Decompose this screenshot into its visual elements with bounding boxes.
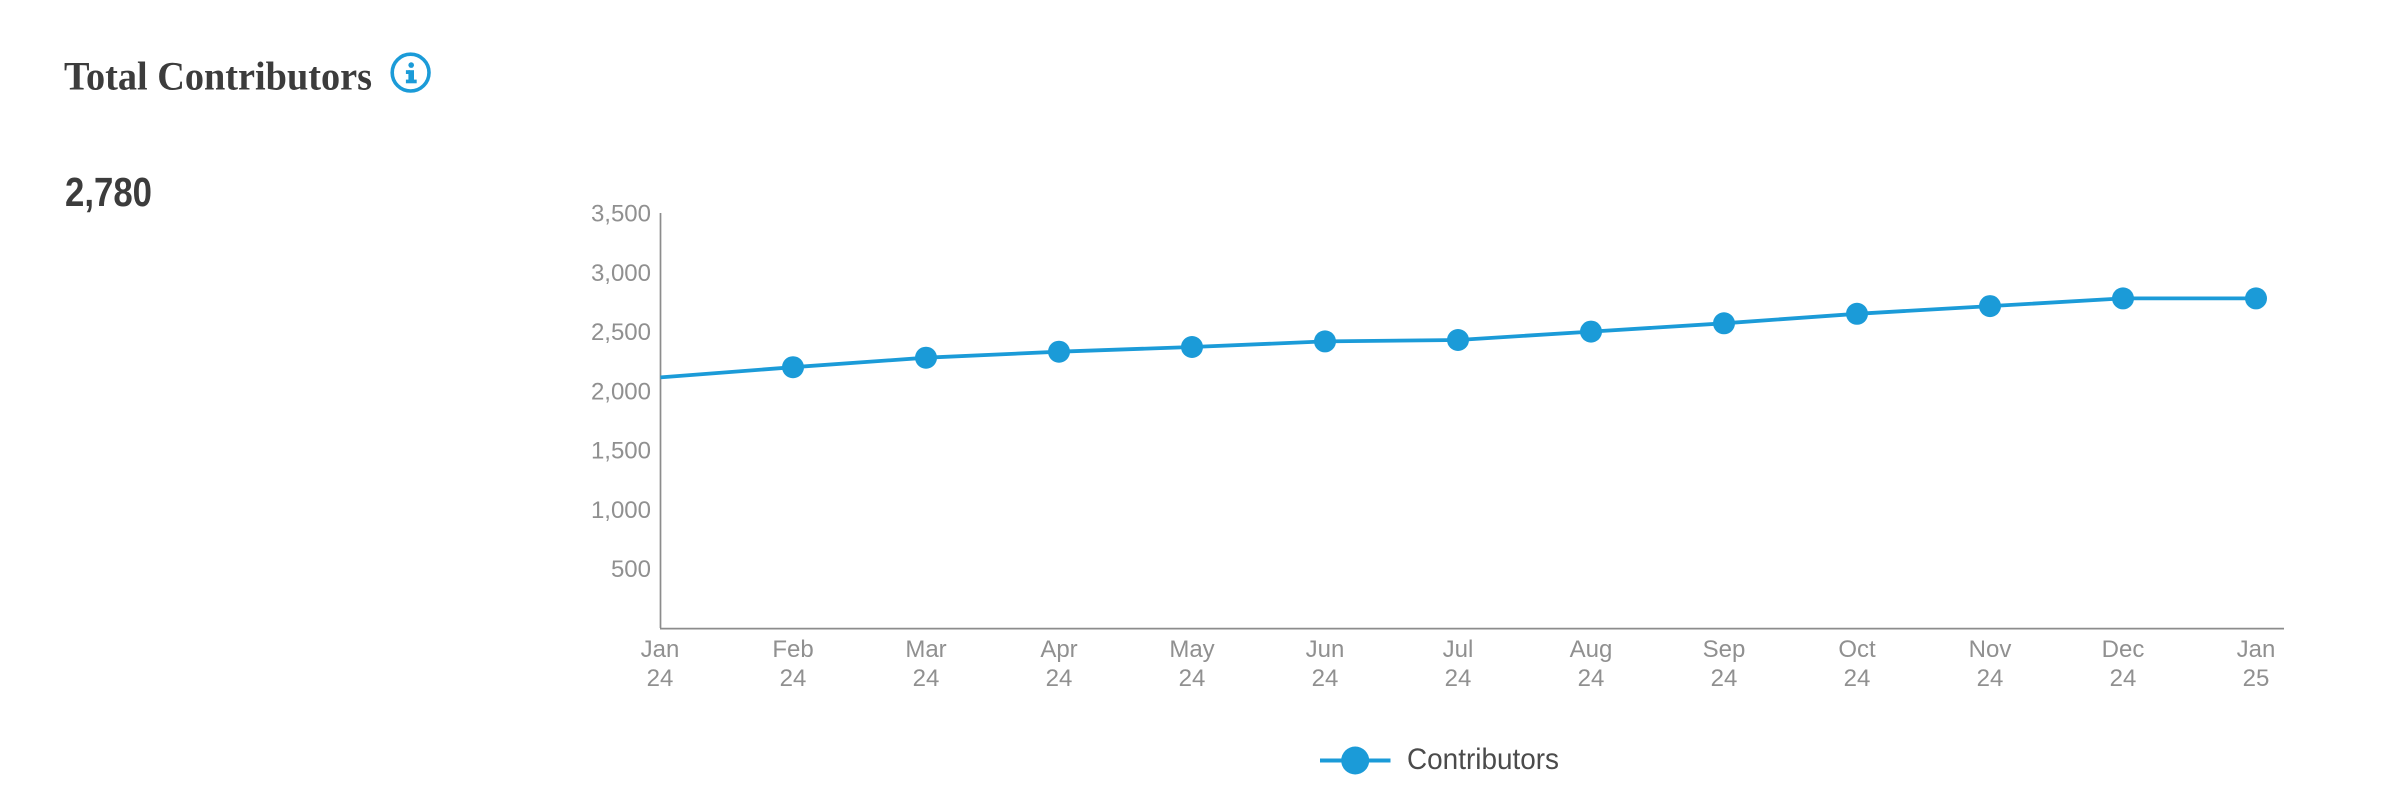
svg-text:24: 24 bbox=[1046, 665, 1073, 692]
svg-text:25: 25 bbox=[2243, 665, 2270, 692]
svg-text:Nov: Nov bbox=[1969, 636, 2012, 663]
svg-text:Mar: Mar bbox=[905, 636, 946, 663]
svg-text:2,000: 2,000 bbox=[591, 378, 651, 405]
svg-text:May: May bbox=[1169, 636, 1214, 663]
svg-text:Jan: Jan bbox=[2237, 636, 2276, 663]
svg-text:Apr: Apr bbox=[1040, 636, 1077, 663]
svg-text:24: 24 bbox=[647, 665, 674, 692]
svg-text:24: 24 bbox=[1711, 665, 1738, 692]
svg-text:Sep: Sep bbox=[1703, 636, 1746, 663]
svg-text:24: 24 bbox=[1844, 665, 1871, 692]
svg-text:3,000: 3,000 bbox=[591, 260, 651, 287]
svg-text:Total Contributors: Total Contributors bbox=[64, 54, 372, 99]
svg-text:2,500: 2,500 bbox=[591, 319, 651, 346]
svg-text:24: 24 bbox=[780, 665, 807, 692]
svg-text:24: 24 bbox=[913, 665, 940, 692]
svg-text:3,500: 3,500 bbox=[591, 201, 651, 228]
svg-text:24: 24 bbox=[1445, 665, 1472, 692]
svg-text:24: 24 bbox=[1312, 665, 1339, 692]
svg-text:2,780: 2,780 bbox=[65, 169, 152, 215]
svg-text:24: 24 bbox=[2110, 665, 2137, 692]
svg-text:24: 24 bbox=[1578, 665, 1605, 692]
svg-text:Jul: Jul bbox=[1443, 636, 1474, 663]
svg-text:24: 24 bbox=[1977, 665, 2004, 692]
svg-text:Oct: Oct bbox=[1838, 636, 1876, 663]
svg-text:1,500: 1,500 bbox=[591, 438, 651, 465]
svg-text:Aug: Aug bbox=[1570, 636, 1613, 663]
svg-text:1,000: 1,000 bbox=[591, 497, 651, 524]
svg-text:Jun: Jun bbox=[1306, 636, 1345, 663]
svg-text:Dec: Dec bbox=[2102, 636, 2145, 663]
svg-text:Contributors: Contributors bbox=[1407, 743, 1559, 776]
svg-text:Jan: Jan bbox=[641, 636, 680, 663]
svg-text:Feb: Feb bbox=[772, 636, 813, 663]
svg-text:500: 500 bbox=[611, 556, 651, 583]
svg-text:24: 24 bbox=[1179, 665, 1206, 692]
